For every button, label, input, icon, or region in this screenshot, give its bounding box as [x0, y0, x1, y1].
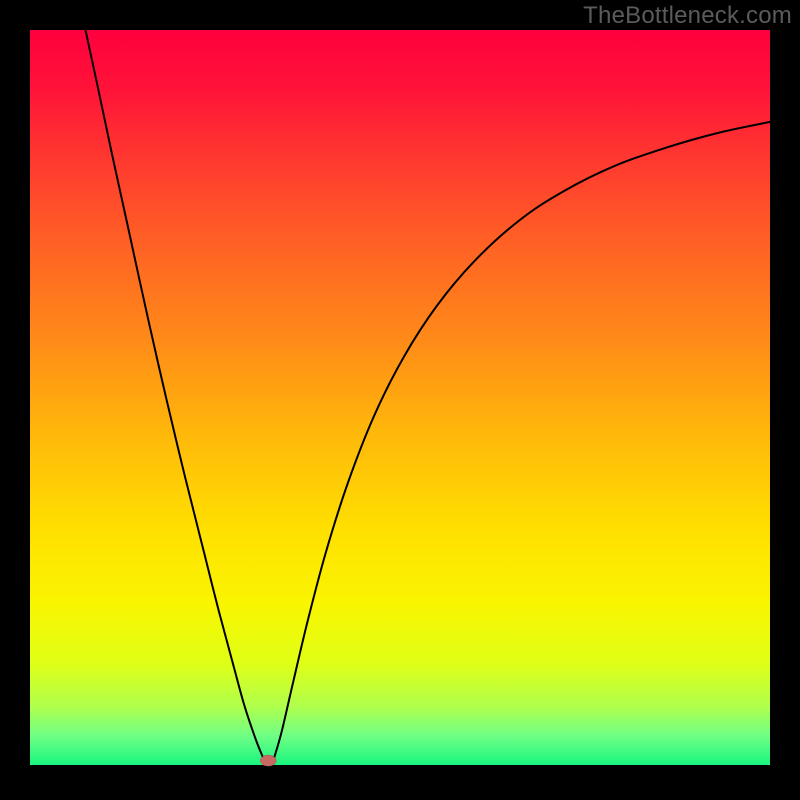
chart-container: TheBottleneck.com	[0, 0, 800, 800]
optimum-marker	[260, 755, 276, 766]
watermark-label: TheBottleneck.com	[583, 2, 792, 30]
bottleneck-chart	[0, 0, 800, 800]
plot-background	[30, 30, 770, 765]
